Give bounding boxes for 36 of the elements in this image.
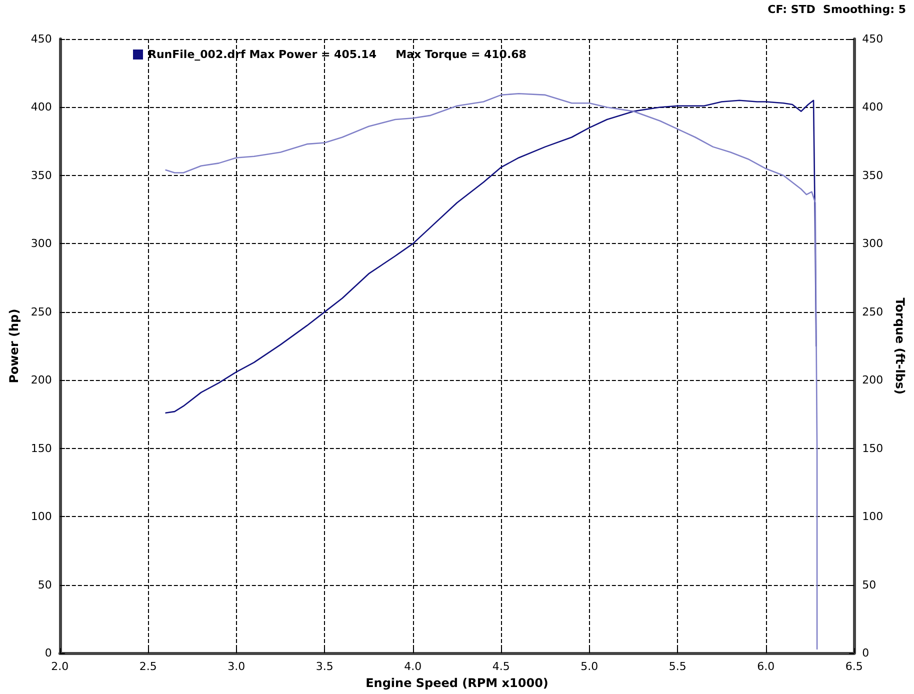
x-tick-label: 4.0 bbox=[404, 660, 422, 674]
text: CF: STD Smoothing: 5 bbox=[768, 3, 906, 16]
y-tick-label: 400 bbox=[30, 100, 52, 114]
y2-tick-label: 250 bbox=[862, 305, 884, 318]
y2-tick-label: 100 bbox=[862, 510, 884, 524]
x-tick-label: 2.5 bbox=[139, 660, 157, 674]
x-tick-label: 6.5 bbox=[845, 660, 863, 674]
y-tick-label: 300 bbox=[30, 237, 52, 250]
y2-tick-label: 0 bbox=[862, 646, 870, 660]
y-tick-label: 200 bbox=[30, 374, 52, 387]
line-series bbox=[165, 100, 817, 414]
y-tick-label: 100 bbox=[30, 510, 52, 524]
y2-tick-label: 300 bbox=[862, 237, 884, 250]
y-axis-title: Power (hp) bbox=[7, 308, 21, 384]
y-tick-label: 0 bbox=[44, 646, 52, 660]
y-tick-label: 250 bbox=[30, 305, 52, 318]
y-tick-label: 350 bbox=[30, 168, 52, 182]
y2-tick-label: 400 bbox=[862, 100, 884, 114]
x-tick-label: 3.0 bbox=[228, 660, 246, 674]
y-tick-label: 150 bbox=[30, 442, 52, 455]
x-tick-label: 5.5 bbox=[668, 660, 686, 674]
y2-tick-label: 350 bbox=[862, 168, 884, 182]
x-tick-label: 5.0 bbox=[580, 660, 598, 674]
x-tick-label: 3.5 bbox=[316, 660, 334, 674]
y2-tick-label: 200 bbox=[862, 374, 884, 387]
y-tick-label: 50 bbox=[38, 578, 52, 592]
x-tick-label: 4.5 bbox=[492, 660, 510, 674]
x-axis-title: Engine Speed (RPM x1000) bbox=[366, 676, 548, 690]
y2-tick-label: 150 bbox=[862, 442, 884, 455]
y2-tick-label: 50 bbox=[862, 578, 876, 592]
y-tick-label: 450 bbox=[30, 32, 52, 46]
x-tick-label: 6.0 bbox=[757, 660, 775, 674]
line-series bbox=[165, 92, 818, 650]
y2-axis-title: Torque (ft-lbs) bbox=[893, 298, 907, 395]
y2-tick-label: 450 bbox=[862, 32, 884, 46]
x-tick-label: 2.0 bbox=[51, 660, 69, 674]
